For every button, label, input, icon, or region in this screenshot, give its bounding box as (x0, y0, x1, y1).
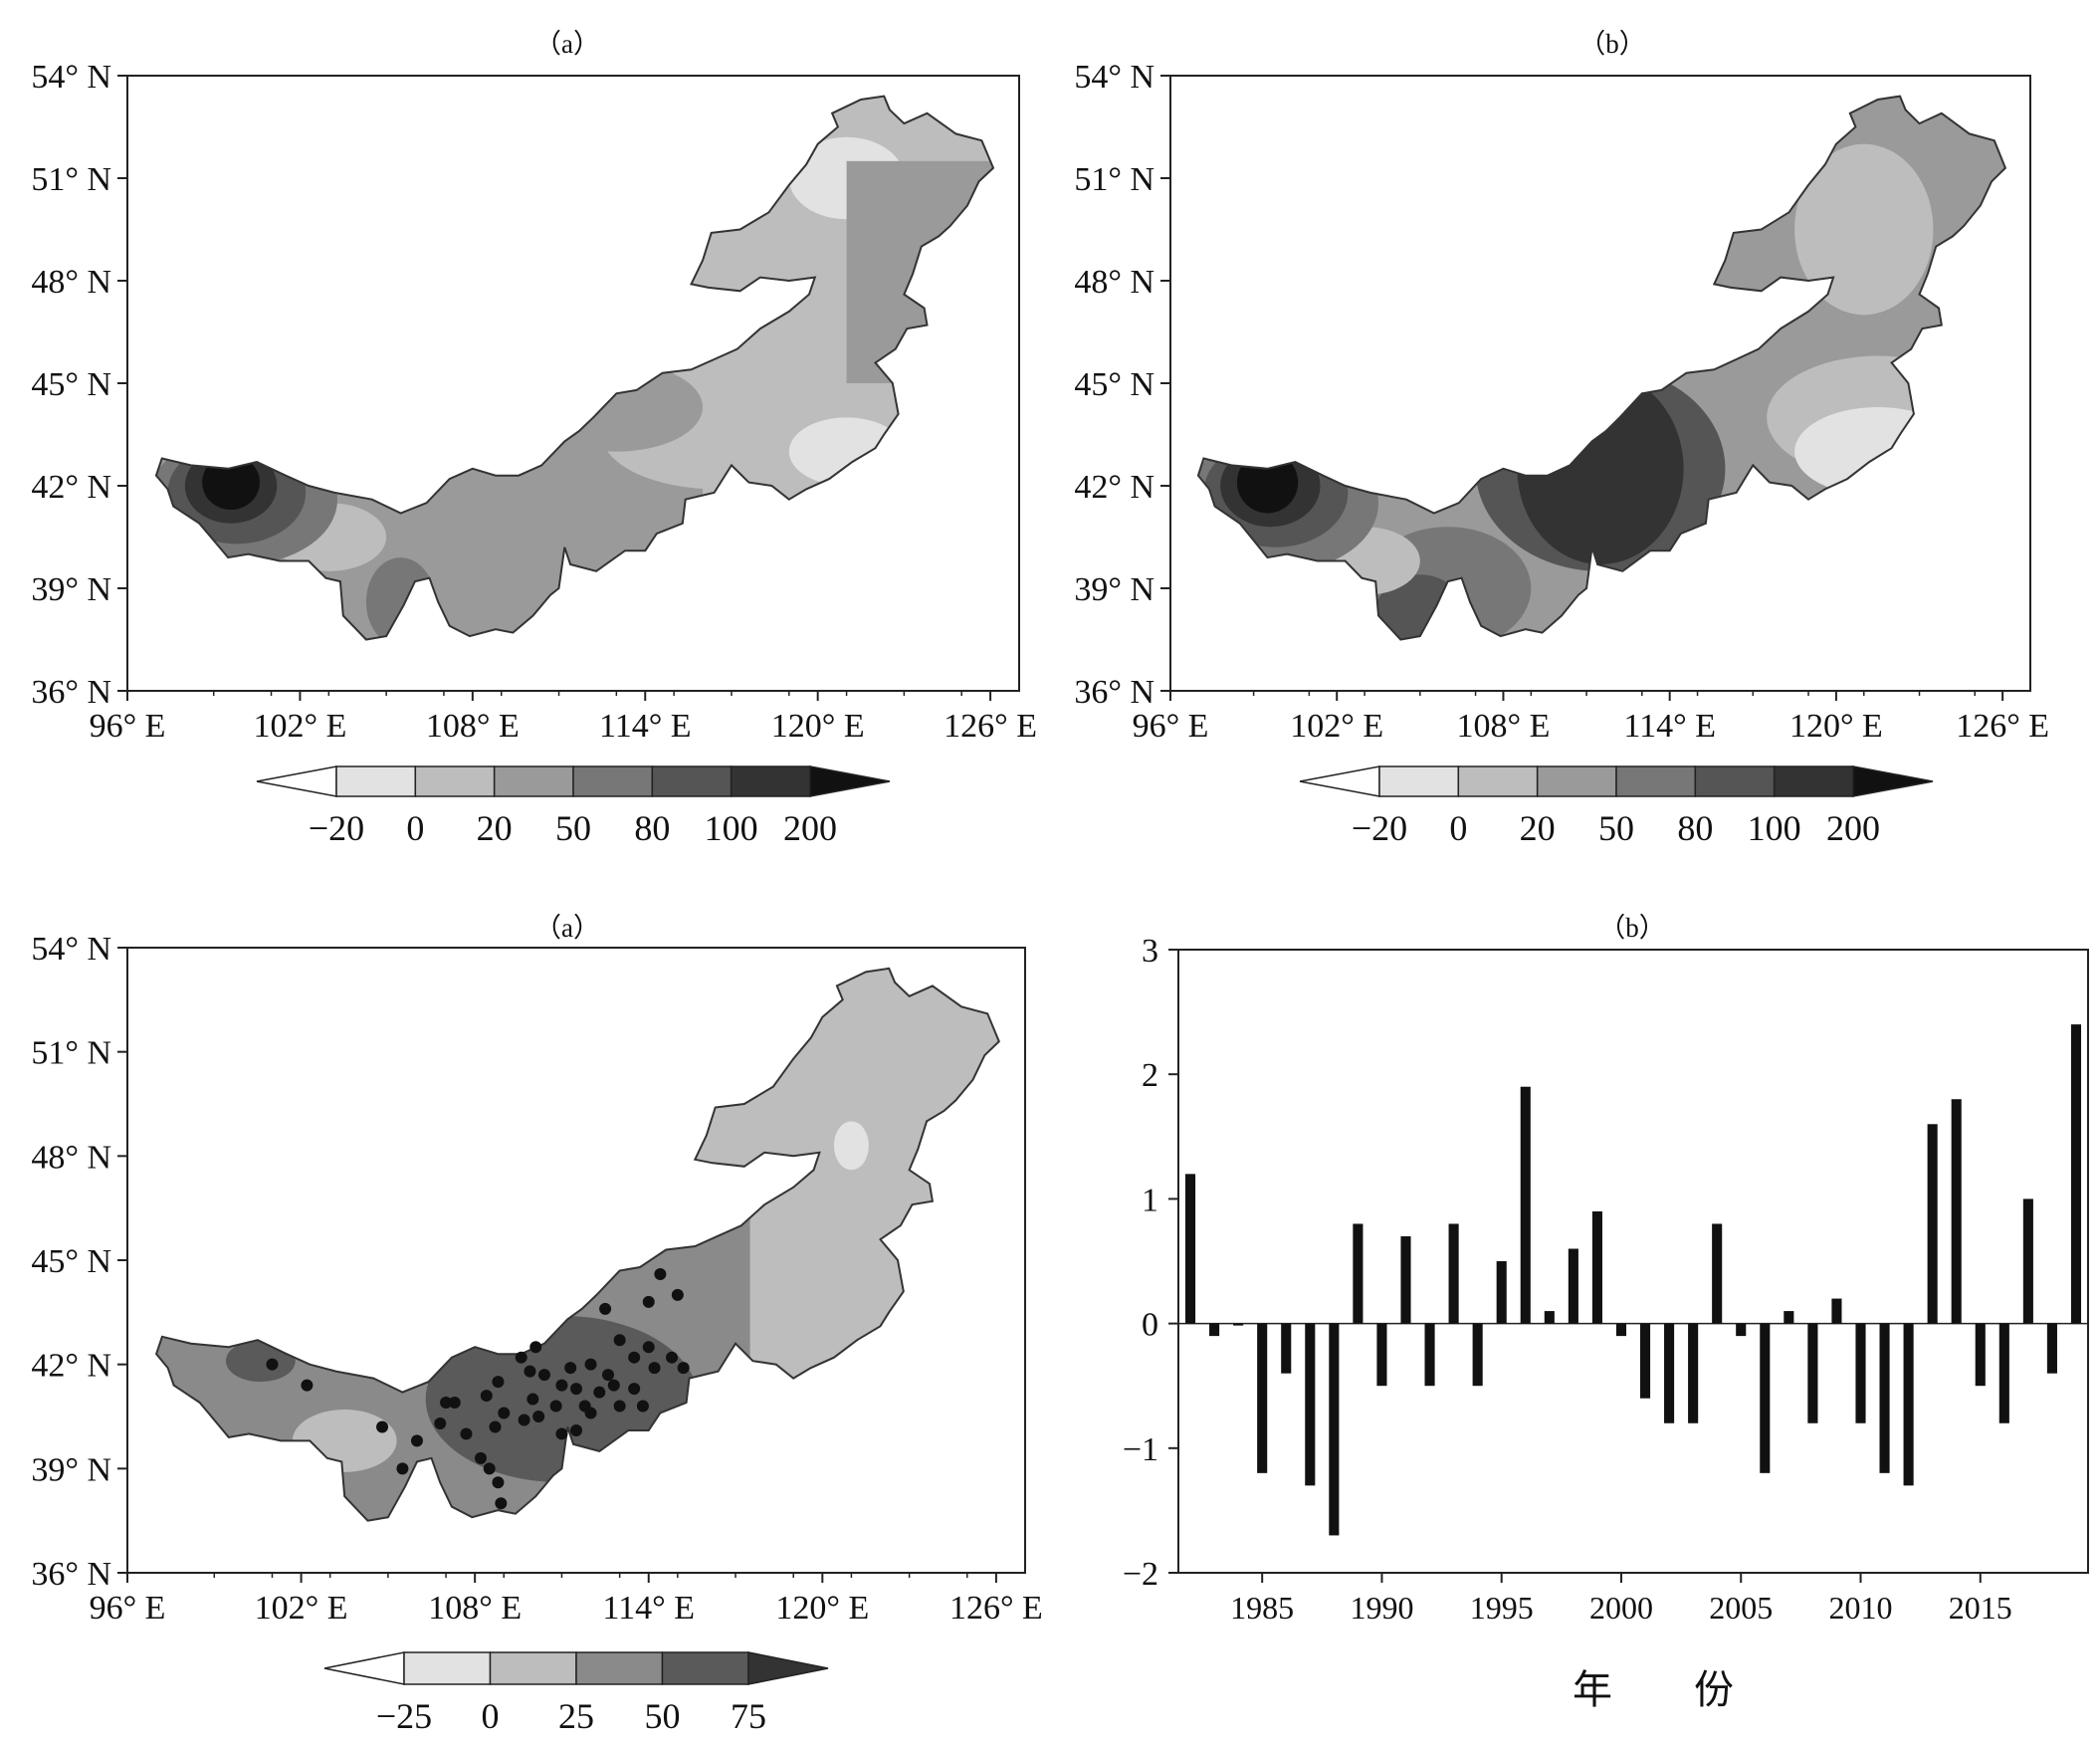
x-axis-label: 年 份 (1573, 1667, 1770, 1712)
panel-label: （b） (1578, 29, 1646, 59)
panel-top-left: （a） (0, 0, 1045, 876)
panel-bottom-left: （a） (0, 876, 1045, 1743)
panel-label: （b） (1598, 913, 1666, 943)
panel-label: （a） (534, 29, 600, 59)
panel-bottom-right: （b） 年 份 (1045, 876, 2100, 1743)
panel-label: （a） (534, 913, 600, 943)
panel-top-right: （b） (1045, 0, 2100, 876)
